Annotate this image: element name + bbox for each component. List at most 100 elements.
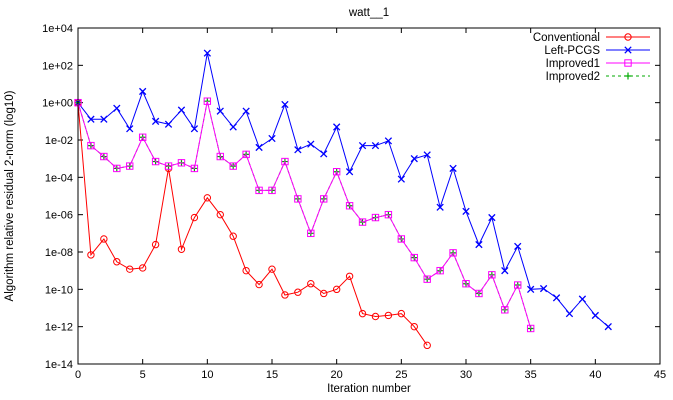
data-point [514,242,522,251]
x-tick-label: 5 [140,369,146,381]
data-point [397,309,406,318]
data-point [190,125,199,133]
data-point [203,97,212,105]
data-point [100,152,108,161]
data-point [449,249,457,257]
data-point [410,155,418,163]
series-line [77,102,428,346]
data-point [345,272,354,280]
data-point [371,312,380,321]
data-point [333,123,341,131]
data-point [539,284,548,293]
data-point [281,157,289,166]
x-tick-label: 0 [75,369,81,381]
data-point [164,162,173,170]
data-point [177,245,186,253]
data-point [281,100,289,109]
data-point [113,258,121,266]
data-point [255,186,263,195]
data-point [255,143,263,152]
data-point [229,162,237,170]
y-tick-label: 1e-06 [45,210,73,222]
data-point [126,162,134,170]
data-point [436,266,444,275]
data-point [242,107,250,115]
x-tick-label: 20 [331,369,343,381]
data-point [307,280,315,288]
data-point [410,322,418,331]
data-point [624,59,632,67]
data-point [229,123,237,131]
data-point [397,235,406,243]
data-point [332,285,341,294]
y-tick-label: 1e+00 [42,98,73,110]
data-point [552,294,561,302]
x-tick-label: 45 [654,369,666,381]
data-point [358,309,367,318]
series-left-pcgs [74,49,612,331]
data-point [488,271,496,279]
data-point [371,141,380,150]
data-point [177,106,186,114]
data-point [320,195,328,203]
data-point [578,295,587,303]
data-point [216,107,224,115]
data-point [151,240,160,249]
data-point [100,235,108,243]
data-point [113,164,121,173]
legend-label: Conventional [533,32,600,44]
data-point [423,341,431,350]
legend-label: Improved1 [546,58,600,70]
data-point [242,266,250,275]
data-point [126,125,134,133]
data-point [514,281,522,289]
data-point [436,203,444,211]
data-point [87,115,95,123]
data-point [501,306,509,314]
x-tick-label: 15 [266,369,278,381]
series-layer [74,49,612,350]
data-point [320,150,328,158]
y-tick-label: 1e-14 [45,359,73,371]
data-point [591,311,599,320]
series-line [77,101,532,329]
series-conventional [74,98,431,350]
data-point [268,265,276,273]
data-point [358,141,367,150]
legend-label: Left-PCGS [544,45,600,57]
data-point [462,280,470,288]
data-point [100,115,108,123]
data-point [475,240,483,249]
y-tick-label: 1e+02 [42,60,73,72]
y-tick-label: 1e+04 [42,23,73,35]
data-point [565,309,574,318]
data-point [203,194,212,202]
data-point [345,168,354,176]
series-improved1 [74,97,535,333]
x-tick-label: 10 [201,369,213,381]
y-tick-label: 1e-02 [45,135,73,147]
data-point [384,210,393,219]
data-point [501,267,509,275]
data-point [475,289,483,298]
data-point [624,33,632,41]
data-point [294,195,302,203]
data-point [268,186,276,195]
data-point [138,264,147,272]
data-point [320,289,328,298]
data-point [242,150,250,159]
data-point [371,213,380,222]
data-point [190,164,199,173]
legend-entry: Improved2 [546,71,650,83]
data-point [307,140,315,148]
data-point [423,151,431,159]
data-point [384,311,393,320]
y-tick-label: 1e-08 [45,247,73,259]
data-point [462,207,470,216]
data-point [126,265,134,273]
legend-entry: Conventional [533,32,650,44]
data-point [358,218,367,226]
legend-entry: Improved1 [546,58,650,70]
